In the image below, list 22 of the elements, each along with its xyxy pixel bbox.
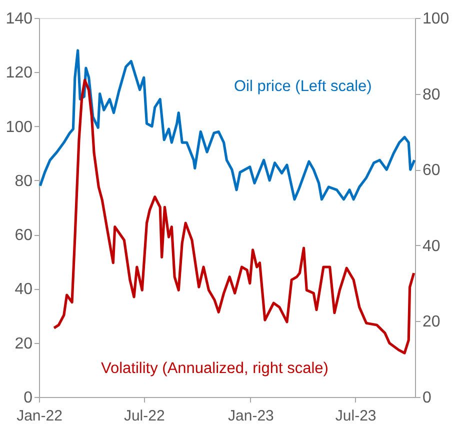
- y-tick-label: 40: [14, 281, 33, 298]
- x-tick-label: Jul-23: [335, 408, 376, 424]
- y2-tick-label: 80: [422, 86, 440, 104]
- annotation: Oil price (Left scale): [234, 78, 372, 95]
- y-tick-label: 120: [6, 64, 33, 82]
- y2-tick-label: 40: [422, 238, 440, 255]
- y2-tick-label: 60: [422, 162, 440, 180]
- y-tick-label: 20: [14, 335, 33, 352]
- y-tick-label: 140: [6, 10, 33, 28]
- x-tick-label: Jul-22: [124, 408, 165, 424]
- y-tick-label: 60: [14, 227, 33, 244]
- y-tick-label: 80: [14, 172, 33, 190]
- line-series: [38, 49, 416, 201]
- y-tick-label: 100: [6, 118, 33, 136]
- annotation: Volatility (Annualized, right scale): [101, 360, 328, 377]
- x-tick-label: Jan-23: [228, 408, 274, 424]
- y2-tick-label: 0: [422, 390, 432, 406]
- y-tick-label: 0: [24, 390, 33, 406]
- line-series: [52, 78, 416, 354]
- y2-tick-label: 20: [422, 314, 440, 331]
- y2-tick-label: 100: [422, 10, 450, 28]
- x-tick-label: Jan-22: [16, 408, 62, 424]
